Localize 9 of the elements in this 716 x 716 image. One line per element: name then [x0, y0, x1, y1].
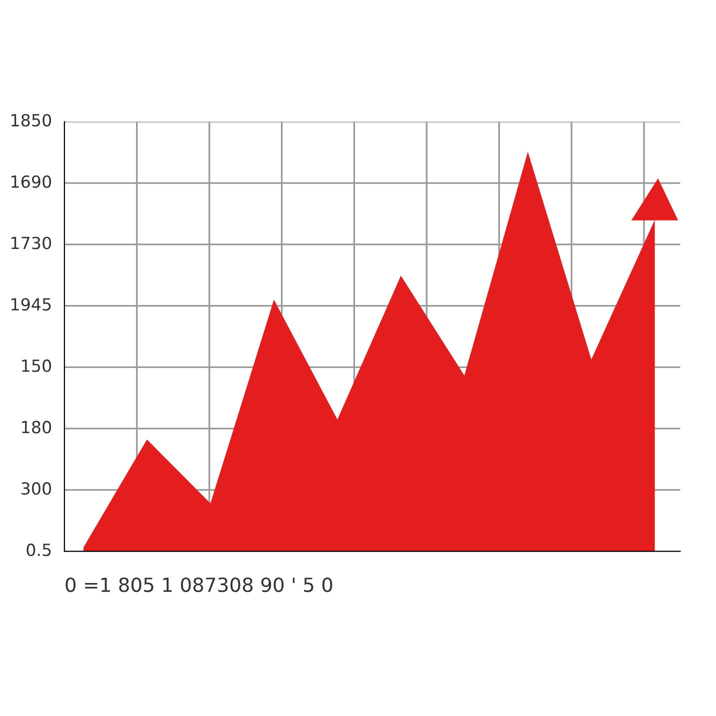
text: 150	[22, 359, 52, 372]
text: 1945	[12, 298, 51, 311]
text: 1690	[12, 175, 52, 188]
text: 1730	[12, 236, 52, 250]
text: 0 =1 805 1 087308 90 ' 5 0	[66, 577, 332, 592]
text: 1850	[12, 114, 52, 127]
text: 180	[22, 420, 52, 434]
text: 0.5	[26, 544, 51, 556]
text: 300	[22, 482, 52, 495]
